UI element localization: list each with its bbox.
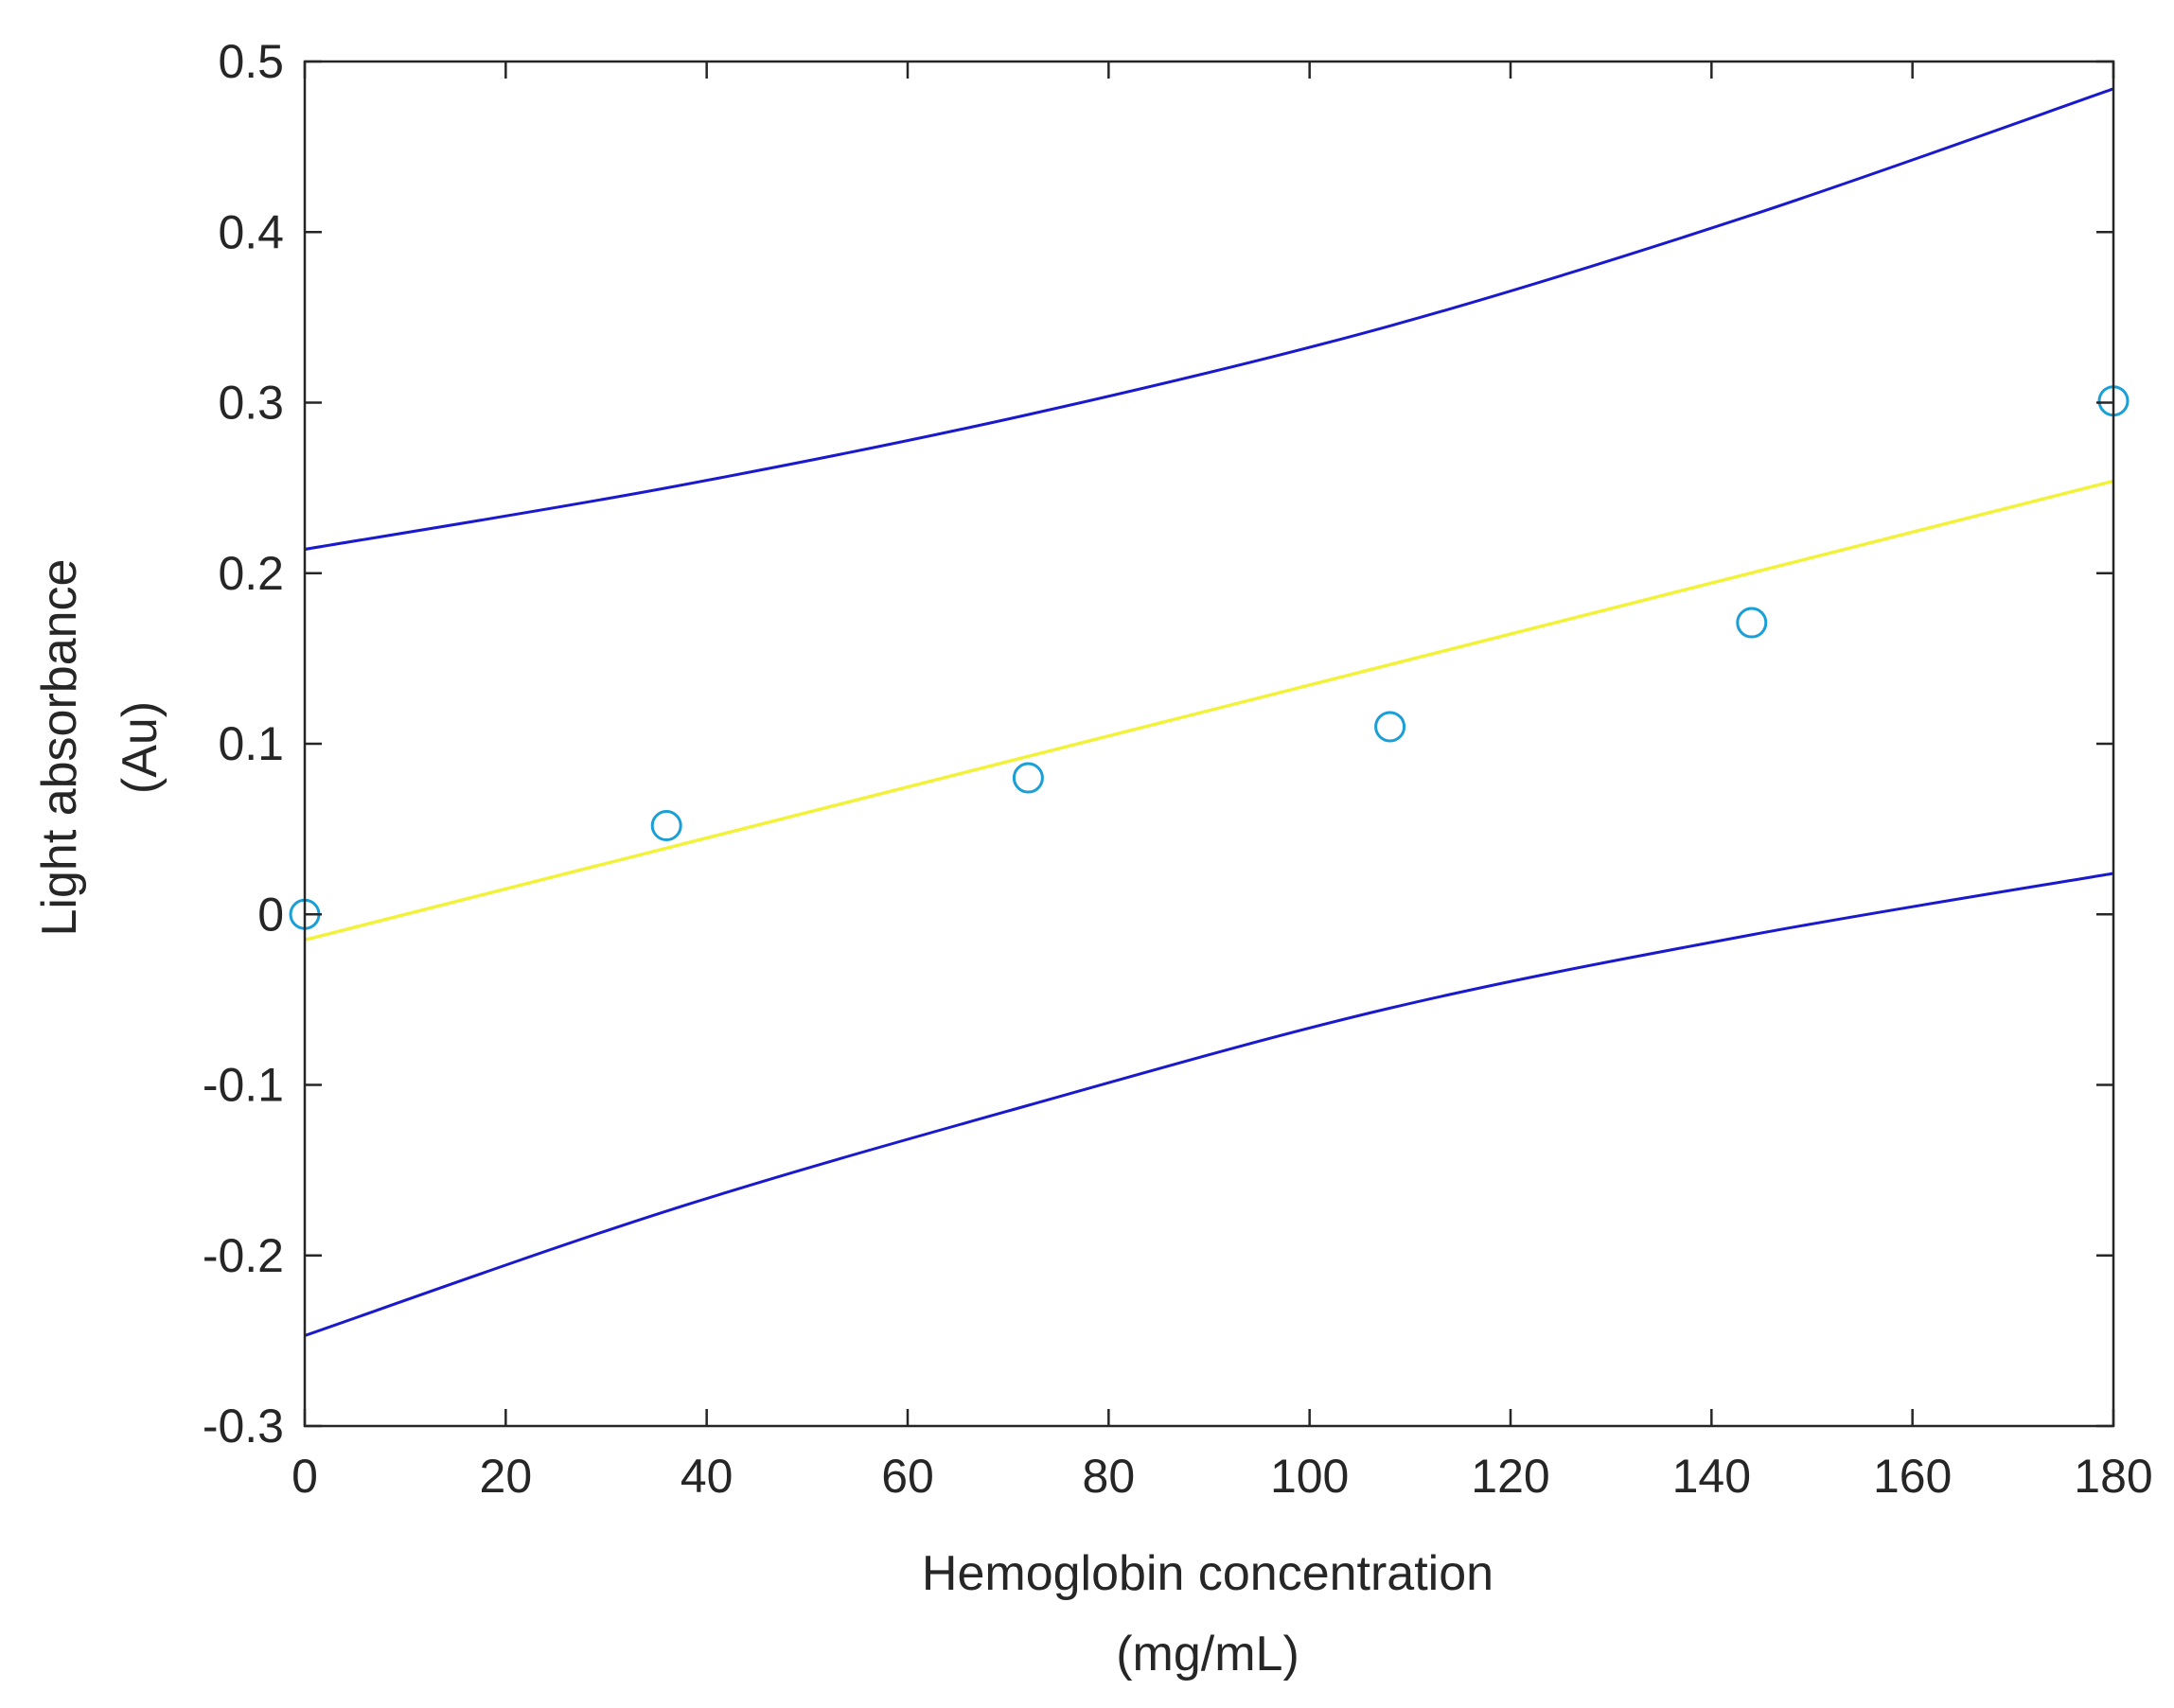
y-tick-label: 0.2	[218, 547, 284, 600]
y-tick-label: 0.1	[218, 717, 284, 770]
data-point	[1374, 711, 1406, 743]
y-tick-label: 0.4	[218, 205, 284, 258]
y-tick-label: -0.3	[203, 1400, 284, 1453]
y-tick-label: 0.5	[218, 35, 284, 88]
series-layer	[289, 87, 2130, 1337]
y-tick-labels: -0.3 -0.2 -0.1 0 0.1 0.2 0.3 0.4 0.5	[203, 35, 284, 1453]
x-tick-label: 0	[292, 1450, 318, 1503]
x-tick-label: 120	[1471, 1450, 1549, 1503]
upper-bound-line	[304, 87, 2114, 551]
data-point	[650, 810, 682, 842]
y-axis-title-line2: (Au)	[113, 701, 168, 794]
x-tick-label: 140	[1672, 1450, 1751, 1503]
lower-bound-line	[304, 872, 2114, 1337]
y-tick-label: -0.1	[203, 1059, 284, 1112]
x-tick-label: 20	[480, 1450, 533, 1503]
data-point	[1012, 762, 1044, 794]
x-tick-label: 180	[2074, 1450, 2152, 1503]
axis-ticks	[303, 60, 2115, 1428]
x-tick-label: 160	[1873, 1450, 1952, 1503]
x-axis-title-line2: (mg/mL)	[1116, 1627, 1299, 1682]
x-tick-label: 80	[1083, 1450, 1136, 1503]
y-axis-title-line1: Light absorbance	[32, 559, 87, 937]
x-tick-labels: 0 20 40 60 80 100 120 140 160 180	[292, 1450, 2153, 1503]
x-axis-title-line1: Hemoglobin concentration	[922, 1546, 1494, 1601]
x-tick-label: 40	[680, 1450, 734, 1503]
y-tick-label: 0	[257, 888, 284, 941]
data-point	[1736, 607, 1768, 639]
x-tick-label: 60	[881, 1450, 934, 1503]
x-tick-label: 100	[1270, 1450, 1349, 1503]
fit-line	[304, 479, 2114, 942]
y-tick-label: 0.3	[218, 377, 284, 430]
y-tick-label: -0.2	[203, 1229, 284, 1282]
